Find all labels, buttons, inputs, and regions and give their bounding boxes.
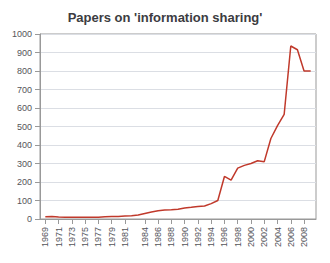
svg-text:1979: 1979 xyxy=(107,227,117,247)
svg-text:2006: 2006 xyxy=(286,227,296,247)
svg-text:Papers on 'information sharing: Papers on 'information sharing' xyxy=(68,10,263,25)
svg-text:1977: 1977 xyxy=(93,227,103,247)
svg-text:2004: 2004 xyxy=(273,227,283,247)
svg-text:1981: 1981 xyxy=(120,227,130,247)
svg-text:100: 100 xyxy=(17,196,32,206)
svg-text:1990: 1990 xyxy=(180,227,190,247)
svg-text:1969: 1969 xyxy=(40,227,50,247)
svg-text:0: 0 xyxy=(27,214,32,224)
svg-text:1996: 1996 xyxy=(219,227,229,247)
svg-text:900: 900 xyxy=(17,48,32,58)
svg-text:1000: 1000 xyxy=(12,29,32,39)
svg-text:1998: 1998 xyxy=(233,227,243,247)
svg-text:1988: 1988 xyxy=(166,227,176,247)
svg-text:1994: 1994 xyxy=(206,227,216,247)
svg-text:2002: 2002 xyxy=(259,227,269,247)
svg-text:2008: 2008 xyxy=(299,227,309,247)
svg-text:500: 500 xyxy=(17,122,32,132)
svg-text:1975: 1975 xyxy=(80,227,90,247)
svg-text:800: 800 xyxy=(17,66,32,76)
svg-text:1992: 1992 xyxy=(193,227,203,247)
svg-text:700: 700 xyxy=(17,85,32,95)
svg-text:600: 600 xyxy=(17,103,32,113)
svg-text:2000: 2000 xyxy=(246,227,256,247)
svg-text:1971: 1971 xyxy=(54,227,64,247)
svg-text:1986: 1986 xyxy=(153,227,163,247)
svg-text:1984: 1984 xyxy=(140,227,150,247)
svg-text:200: 200 xyxy=(17,177,32,187)
svg-text:300: 300 xyxy=(17,159,32,169)
svg-text:1973: 1973 xyxy=(67,227,77,247)
svg-text:400: 400 xyxy=(17,140,32,150)
